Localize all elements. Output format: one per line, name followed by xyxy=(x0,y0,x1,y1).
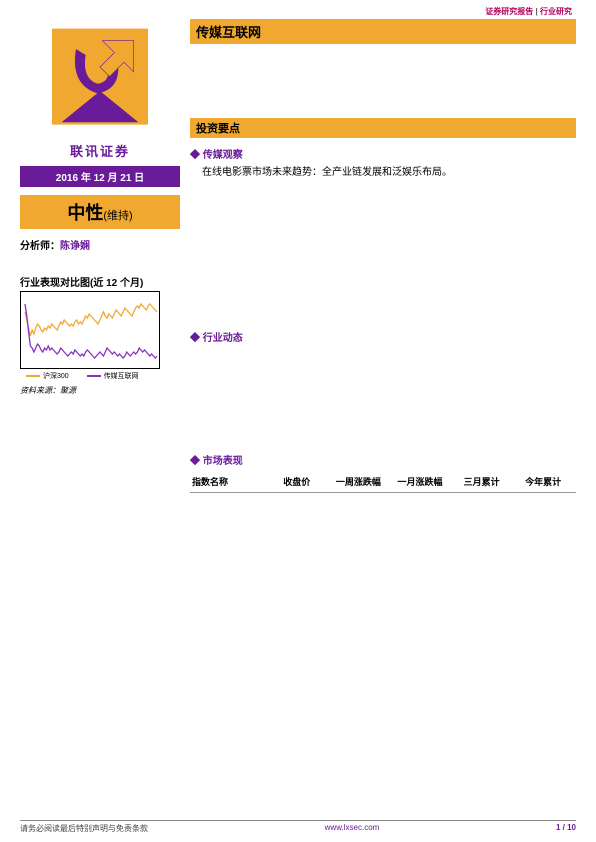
table-col-head: 收盘价 xyxy=(266,475,328,488)
company-name: 联讯证券 xyxy=(20,141,180,160)
chart-source: 资料来源：聚源 xyxy=(20,385,180,396)
table-col-head: 指数名称 xyxy=(192,475,266,488)
analyst-name: 陈诤娴 xyxy=(60,241,90,252)
table-col-head: 三月累计 xyxy=(451,475,513,488)
section-head: 行业动态 xyxy=(190,329,576,344)
key-points-bar: 投资要点 xyxy=(190,118,576,138)
header-right: 行业研究 xyxy=(540,7,572,16)
footer-page: 1 / 10 xyxy=(556,823,576,834)
chart-legend: 沪深300 传媒互联网 xyxy=(20,369,180,383)
legend-item: 沪深300 xyxy=(26,371,69,381)
industry-title: 传媒互联网 xyxy=(190,19,576,44)
legend-item: 传媒互联网 xyxy=(87,371,139,381)
section-head: 传媒观察 xyxy=(190,146,576,161)
page-footer: 请务必阅读最后特别声明与免责条款 www.lxsec.com 1 / 10 xyxy=(20,820,576,834)
left-column: 联讯证券 2016 年 12 月 21 日 中性(维持) 分析师：陈诤娴 行业表… xyxy=(20,19,180,493)
footer-url: www.lxsec.com xyxy=(325,823,380,834)
analyst-label: 分析师： xyxy=(20,241,60,252)
table-col-head: 一月涨跌幅 xyxy=(389,475,451,488)
rating-sub: (维持) xyxy=(103,210,132,222)
report-date: 2016 年 12 月 21 日 xyxy=(20,166,180,187)
market-table-header: 指数名称收盘价一周涨跌幅一月涨跌幅三月累计今年累计 xyxy=(190,471,576,493)
legend-swatch-0 xyxy=(26,375,40,377)
right-column: 传媒互联网 投资要点 传媒观察在线电影票市场未来趋势：全产业链发展和泛娱乐布局。… xyxy=(180,19,576,493)
legend-label-0: 沪深300 xyxy=(43,371,69,381)
rating-box: 中性(维持) xyxy=(20,195,180,229)
section-body: 在线电影票市场未来趋势：全产业链发展和泛娱乐布局。 xyxy=(202,165,576,181)
table-col-head: 一周涨跌幅 xyxy=(328,475,390,488)
section-head: 市场表现 xyxy=(190,452,576,467)
legend-label-1: 传媒互联网 xyxy=(104,371,139,381)
report-header: 证券研究报告 | 行业研究 xyxy=(0,0,596,19)
header-left: 证券研究报告 xyxy=(485,7,533,16)
analyst-row: 分析师：陈诤娴 xyxy=(20,237,180,252)
footer-disclaimer: 请务必阅读最后特别声明与免责条款 xyxy=(20,823,148,834)
header-sep: | xyxy=(533,7,540,16)
rating-main: 中性 xyxy=(67,203,103,223)
chart-title: 行业表现对比图(近 12 个月) xyxy=(20,274,180,289)
company-logo xyxy=(40,19,160,139)
performance-chart xyxy=(20,291,160,369)
legend-swatch-1 xyxy=(87,375,101,377)
table-col-head: 今年累计 xyxy=(512,475,574,488)
